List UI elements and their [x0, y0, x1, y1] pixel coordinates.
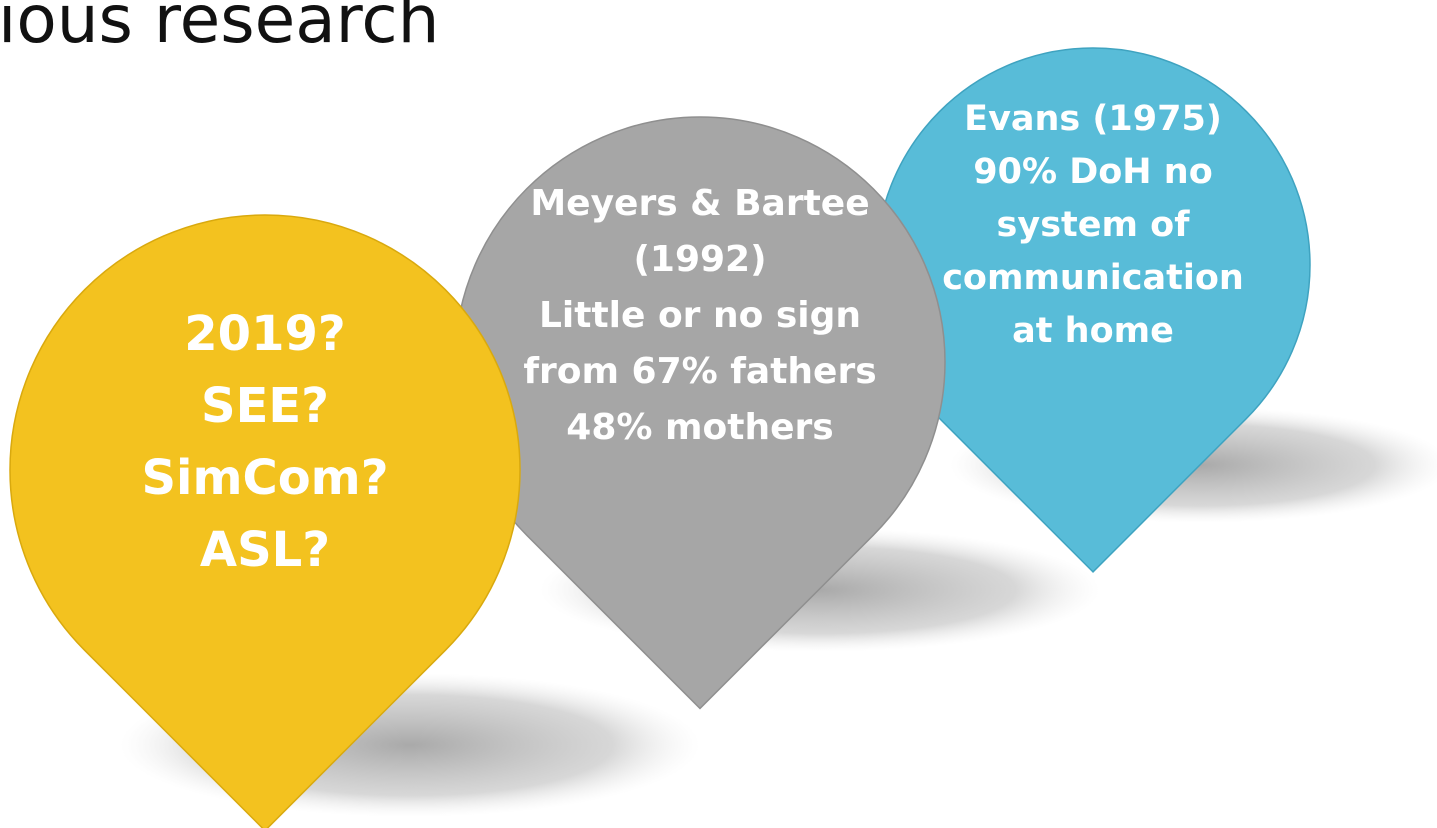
pin-text: 48% mothers: [566, 407, 833, 448]
pin-text: 2019?: [184, 306, 345, 362]
pin-text: SimCom?: [141, 450, 388, 506]
pin-text: system of: [997, 205, 1191, 245]
pin-text: SEE?: [201, 378, 329, 434]
slide-title: ious research: [0, 0, 439, 58]
pin-text: (1992): [633, 239, 766, 280]
pin: [9, 214, 521, 828]
pin-text: Meyers & Bartee: [530, 183, 869, 224]
pin-text: from 67% fathers: [523, 351, 876, 392]
pins: Evans (1975) 90% DoH no system of communica…: [9, 47, 1437, 828]
pin-text: ASL?: [200, 522, 330, 578]
pin-text: at home: [1012, 311, 1174, 351]
pin-text: Little or no sign: [539, 295, 861, 336]
pin-text: communication: [942, 258, 1244, 298]
pin-text: 90% DoH no: [973, 152, 1213, 192]
pin-text: Evans (1975): [964, 99, 1222, 139]
